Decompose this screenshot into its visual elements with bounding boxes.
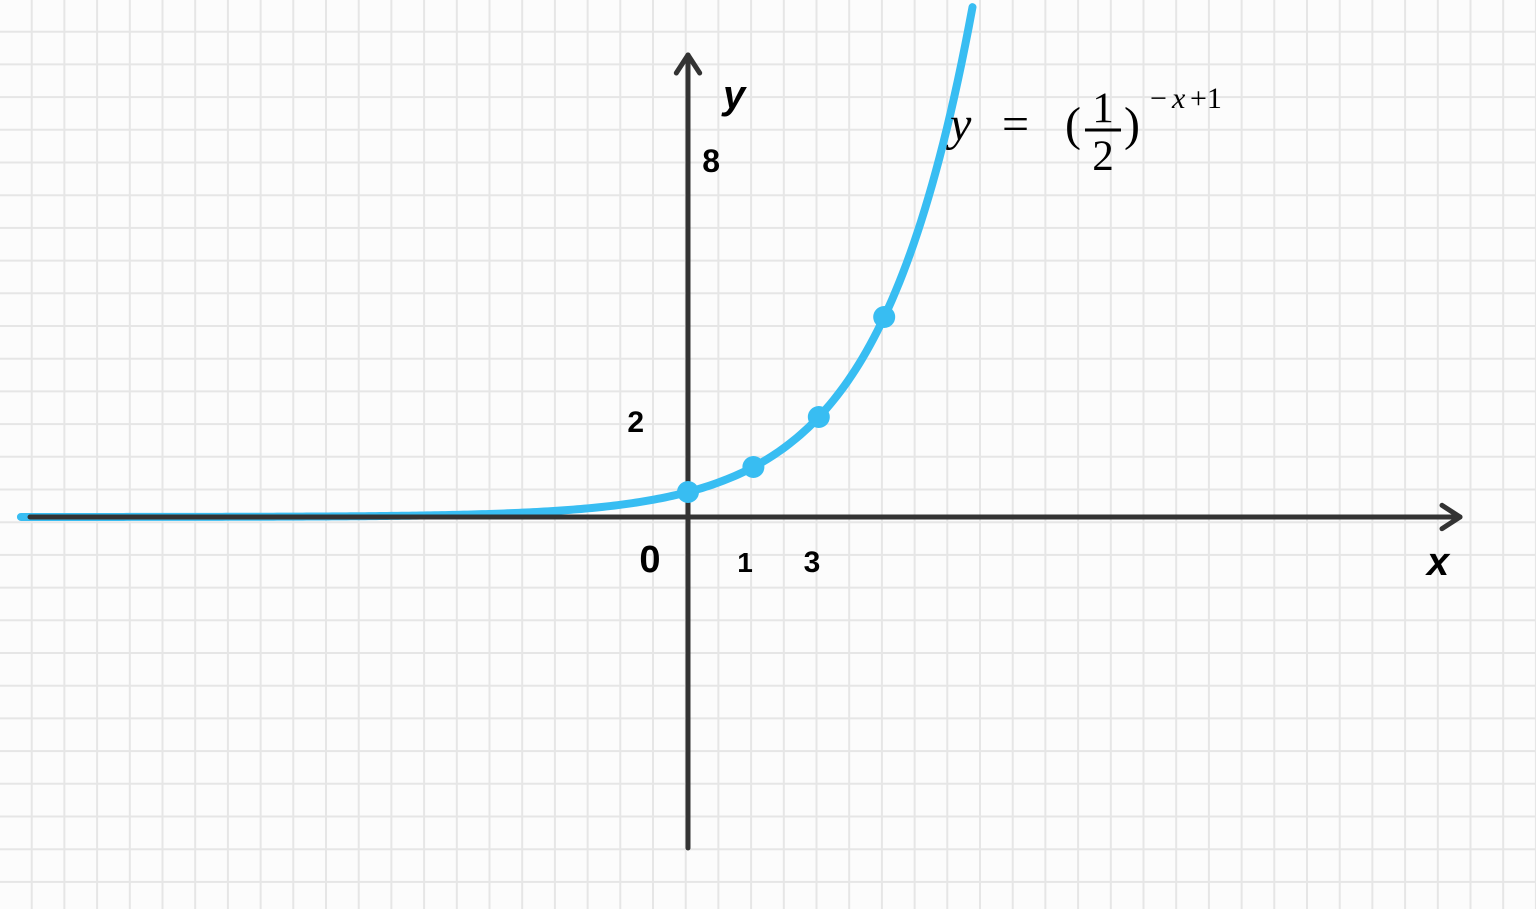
curve-point-1	[742, 456, 764, 478]
formula-exp-x: x	[1171, 82, 1186, 115]
origin-label: 0	[639, 539, 660, 581]
x-axis-label: x	[1425, 540, 1451, 584]
chart-stage: xy01328y=(12)−x+1	[0, 0, 1536, 909]
plot-svg: xy01328y=(12)−x+1	[0, 0, 1536, 909]
x-tick-3: 3	[804, 546, 821, 579]
y-tick-8: 8	[702, 143, 720, 179]
formula-rparen: )	[1124, 98, 1140, 151]
curve-point-3	[873, 306, 895, 328]
formula-eq: =	[1002, 98, 1029, 151]
curve-point-0	[677, 481, 699, 503]
formula-y: y	[945, 98, 972, 151]
formula-exp-neg: −	[1150, 82, 1167, 115]
y-axis-label: y	[721, 73, 747, 117]
y-tick-2: 2	[627, 406, 644, 439]
formula-denominator: 2	[1092, 133, 1114, 180]
formula-numerator: 1	[1092, 85, 1114, 132]
x-tick-1: 1	[737, 547, 753, 578]
formula-exp-plus1: +1	[1190, 82, 1222, 115]
curve-point-2	[808, 406, 830, 428]
formula-lparen: (	[1065, 98, 1081, 151]
